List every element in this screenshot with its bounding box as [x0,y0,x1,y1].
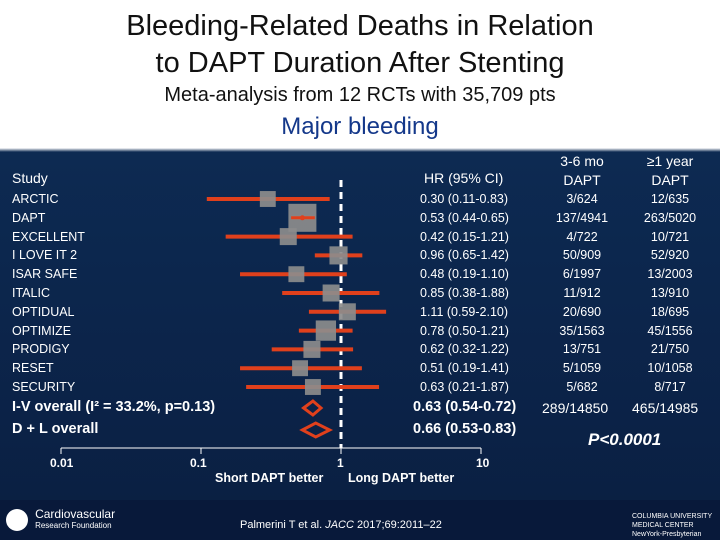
study-short-dapt-events: 50/909 [562,248,602,263]
study-point-box [259,191,276,207]
x-tick-label: 10 [476,456,490,470]
short-dapt-column-header: 3-6 mo DAPT [552,152,612,190]
x-tick-label: 0.01 [50,456,74,470]
study-hr-text: 0.96 (0.65-1.42) [420,248,509,263]
hr-values-column: 0.30 (0.11-0.83) 0.53 (0.44-0.65) 0.42 (… [420,190,509,397]
study-long-dapt-events: 12/635 [650,192,690,206]
slide-title-line1: Bleeding-Related Deaths in Relation [126,10,594,42]
study-name: RESET [12,361,54,376]
study-short-dapt-events: 35/1563 [559,323,605,338]
study-long-dapt-events: 10/721 [650,229,690,244]
overall-diamond [299,421,334,439]
study-long-dapt-events: 21/750 [650,342,690,357]
study-name: OPTIMIZE [12,323,72,338]
study-short-dapt-events: 6/1997 [562,267,602,282]
study-point-box [322,284,340,302]
study-short-dapt-events: 4/722 [566,229,598,244]
study-point-box [315,320,337,341]
study-hr-text: 0.63 (0.21-1.87) [420,379,509,394]
study-name: ITALIC [12,285,50,300]
hr-column-header: HR (95% CI) [424,170,504,186]
study-name: I LOVE IT 2 [12,248,78,263]
slide-subtitle: Meta-analysis from 12 RCTs with 35,709 p… [164,84,556,106]
columbia-logo-line1: COLUMBIA UNIVERSITY [632,513,713,520]
foundation-logo-icon [6,509,28,531]
study-name: EXCELLENT [12,229,85,244]
study-hr-text: 1.11 (0.59-2.10) [420,304,509,319]
long-dapt-header-line1: ≥1 year [646,153,694,169]
favors-short-dapt-label: Short DAPT better [215,471,324,485]
p-value: P<0.0001 [588,430,662,449]
overall-long-dapt-total: 465/14985 [632,400,699,416]
foundation-logo-line2: Research Foundation [35,521,112,530]
study-long-dapt-events: 263/5020 [643,210,697,225]
foundation-logo-line1: Cardiovascular [35,507,116,521]
dl-overall-label: D + L overall [12,421,99,437]
favors-long-dapt-label: Long DAPT better [348,471,455,485]
iv-overall-label: I-V overall (I² = 33.2%, p=0.13) [12,399,216,415]
short-dapt-header-line2: DAPT [563,172,601,188]
slide-title-line2: to DAPT Duration After Stenting [155,47,565,79]
long-dapt-events-column: 12/635 263/5020 10/721 52/920 13/2003 13… [634,190,706,397]
study-name: DAPT [12,210,46,225]
overall-short-dapt-total: 289/14850 [542,400,609,416]
study-hr-text: 0.85 (0.38-1.88) [420,285,509,300]
x-tick-label: 1 [337,456,344,470]
study-point-box [292,360,309,377]
iv-overall-hr: 0.63 (0.54-0.72) [413,399,517,415]
study-name: ARCTIC [12,192,59,206]
columbia-logo: COLUMBIA UNIVERSITY MEDICAL CENTER NewYo… [632,512,712,539]
study-point-box [329,246,348,265]
study-long-dapt-events: 13/910 [650,285,690,300]
columbia-logo-line2: MEDICAL CENTER [632,522,694,529]
study-hr-text: 0.53 (0.44-0.65) [420,210,509,225]
study-point-box [304,379,321,395]
study-hr-text: 0.62 (0.32-1.22) [420,342,509,357]
study-long-dapt-events: 8/717 [654,379,686,394]
study-column-header: Study [12,170,48,186]
study-name: PRODIGY [12,342,70,357]
study-short-dapt-events: 5/682 [566,379,598,394]
study-names-column: ARCTIC DAPT EXCELLENT I LOVE IT 2 ISAR S… [12,190,85,397]
study-point-box [288,266,305,283]
study-hr-text: 0.30 (0.11-0.83) [420,192,509,206]
study-name: OPTIDUAL [12,304,75,319]
study-short-dapt-events: 13/751 [562,342,602,357]
footer-bar [0,500,720,540]
columbia-logo-line3: NewYork-Presbyterian [632,531,702,538]
study-long-dapt-events: 18/695 [650,304,690,319]
study-point-box [303,340,321,358]
study-short-dapt-events: 137/4941 [555,210,609,225]
section-heading: Major bleeding [281,113,439,140]
study-short-dapt-events: 5/1059 [562,361,602,376]
citation: Palmerini T et al. JACC 2017;69:2011–22 [240,519,442,531]
study-hr-text: 0.78 (0.50-1.21) [420,323,509,338]
overall-diamond [301,399,324,417]
study-short-dapt-events: 20/690 [562,304,602,319]
study-long-dapt-events: 13/2003 [647,267,693,282]
cardiovascular-research-foundation-logo: Cardiovascular Research Foundation [6,508,115,532]
study-point-box [279,228,297,246]
short-dapt-events-column: 3/624 137/4941 4/722 50/909 6/1997 11/91… [552,190,612,397]
study-point-box [338,303,356,321]
study-long-dapt-events: 10/1058 [647,361,693,376]
study-name: SECURITY [12,379,76,394]
long-dapt-header-line2: DAPT [651,172,689,188]
study-hr-text: 0.48 (0.19-1.10) [420,267,509,282]
study-short-dapt-events: 3/624 [566,192,598,206]
short-dapt-header-line1: 3-6 mo [560,153,604,169]
study-point-marker [299,215,305,221]
study-long-dapt-events: 52/920 [650,248,690,263]
study-long-dapt-events: 45/1556 [647,323,693,338]
dl-overall-hr: 0.66 (0.53-0.83) [413,421,517,437]
study-short-dapt-events: 11/912 [563,285,601,300]
x-tick-label: 0.1 [190,456,207,470]
study-hr-text: 0.42 (0.15-1.21) [420,229,509,244]
long-dapt-column-header: ≥1 year DAPT [634,152,706,190]
study-hr-text: 0.51 (0.19-1.41) [420,361,509,376]
study-name: ISAR SAFE [12,267,78,282]
